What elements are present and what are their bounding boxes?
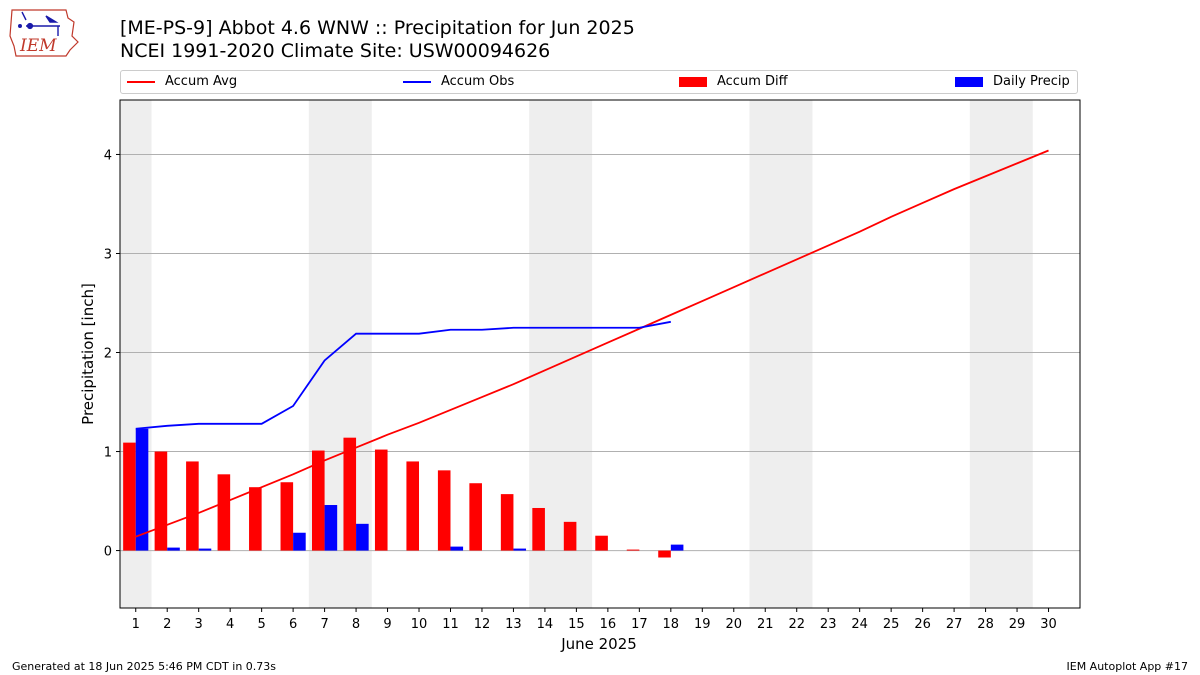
- xtick-label-16: 16: [600, 617, 617, 632]
- weekend-shade-3: [749, 100, 813, 608]
- xtick-label-12: 12: [474, 617, 491, 632]
- accum-diff-bar-2: [154, 451, 168, 551]
- accum-diff-bar-11: [437, 470, 451, 551]
- app-label: IEM Autoplot App #17: [1066, 660, 1189, 673]
- svg-text:IEM: IEM: [19, 36, 57, 56]
- legend-swatch-accum-diff: [679, 76, 707, 87]
- daily-precip-bar-13: [513, 548, 527, 551]
- accum-diff-bar-6: [280, 482, 294, 551]
- xtick-label-13: 13: [505, 617, 522, 632]
- legend-swatch-accum-obs: [403, 80, 431, 83]
- ytick-label-3: 3: [104, 247, 112, 262]
- y-axis-label: Precipitation [inch]: [79, 283, 97, 425]
- accum-diff-bar-5: [249, 487, 262, 551]
- accum-diff-bar-12: [469, 483, 482, 551]
- xtick-label-7: 7: [320, 617, 328, 632]
- legend-accum-avg: Accum Avg: [127, 74, 237, 89]
- xtick-label-28: 28: [977, 617, 994, 632]
- xtick-label-27: 27: [946, 617, 963, 632]
- xtick-label-22: 22: [788, 617, 805, 632]
- legend-label-accum-diff: Accum Diff: [717, 74, 788, 89]
- xtick-label-6: 6: [289, 617, 297, 632]
- daily-precip-bar-6: [293, 532, 306, 551]
- y-gridlines: [120, 153, 1080, 552]
- chart-title: [ME-PS-9] Abbot 4.6 WNW :: Precipitation…: [120, 17, 635, 39]
- xtick-label-8: 8: [352, 617, 360, 632]
- xtick-label-24: 24: [851, 617, 868, 632]
- legend-accum-diff: Accum Diff: [679, 74, 788, 89]
- weekend-shade-1: [308, 100, 372, 608]
- xtick-label-21: 21: [757, 617, 774, 632]
- daily-precip-bar-7: [324, 505, 338, 551]
- legend-label-daily-precip: Daily Precip: [993, 74, 1070, 89]
- accum-diff-bar-16: [595, 535, 608, 551]
- accum-diff-bar-10: [406, 461, 420, 551]
- y-axis-ticks: 0 1 2 3 4: [104, 148, 120, 560]
- xtick-label-26: 26: [914, 617, 931, 632]
- ytick-label-4: 4: [104, 148, 112, 163]
- daily-precip-bar-3: [198, 548, 212, 551]
- xtick-label-19: 19: [694, 617, 711, 632]
- accum-diff-bar-17: [626, 549, 640, 551]
- legend-daily-precip: Daily Precip: [955, 74, 1070, 89]
- ytick-label-0: 0: [104, 545, 112, 560]
- plot-frame: [119, 99, 1081, 609]
- generated-timestamp: Generated at 18 Jun 2025 5:46 PM CDT in …: [12, 660, 277, 673]
- ytick-label-2: 2: [104, 347, 112, 362]
- xtick-label-14: 14: [537, 617, 554, 632]
- bars: [123, 428, 684, 558]
- xtick-label-5: 5: [257, 617, 265, 632]
- xtick-label-30: 30: [1040, 617, 1057, 632]
- xtick-label-10: 10: [411, 617, 428, 632]
- weekend-shade-2: [529, 100, 593, 608]
- x-axis-ticks: 1 2 3 4 5 6 7 8 9 10 11 12 13 14 15 16 17 18 19 20 21 22 23 24 2…: [132, 608, 1057, 632]
- accum-diff-bar-18: [658, 550, 671, 558]
- xtick-label-18: 18: [663, 617, 680, 632]
- xtick-label-23: 23: [820, 617, 837, 632]
- legend-swatch-accum-avg: [127, 80, 155, 83]
- accum-avg-line: [135, 149, 1049, 538]
- chart-legend: Accum Avg Accum Obs Accum Diff Daily Pre…: [120, 70, 1078, 94]
- xtick-label-20: 20: [725, 617, 742, 632]
- accum-diff-bar-8: [343, 437, 357, 551]
- accum-diff-bar-14: [532, 507, 545, 551]
- lines: [135, 149, 1049, 538]
- accum-diff-bar-4: [217, 474, 231, 551]
- accum-diff-bar-1: [123, 442, 136, 551]
- xtick-label-29: 29: [1009, 617, 1026, 632]
- xtick-label-17: 17: [631, 617, 648, 632]
- accum-diff-bar-13: [500, 494, 514, 551]
- legend-label-accum-avg: Accum Avg: [165, 74, 238, 89]
- accum-diff-bar-3: [186, 461, 199, 551]
- daily-precip-bar-11: [450, 546, 464, 551]
- chart-subtitle: NCEI 1991-2020 Climate Site: USW00094626: [120, 40, 551, 62]
- xtick-label-15: 15: [568, 617, 585, 632]
- daily-precip-bar-1: [135, 428, 149, 551]
- xtick-label-3: 3: [195, 617, 203, 632]
- daily-precip-bar-2: [167, 547, 180, 551]
- accum-diff-bar-9: [374, 449, 388, 551]
- x-axis-label: June 2025: [560, 635, 637, 653]
- xtick-label-1: 1: [132, 617, 140, 632]
- weekend-shade-0: [120, 100, 152, 608]
- accum-diff-bar-15: [563, 521, 577, 551]
- iem-logo: IEM: [9, 9, 79, 57]
- xtick-label-9: 9: [383, 617, 391, 632]
- xtick-label-4: 4: [226, 617, 234, 632]
- legend-label-accum-obs: Accum Obs: [441, 74, 515, 89]
- weekend-shade-4: [969, 100, 1033, 608]
- weekend-shading: [120, 100, 1033, 608]
- daily-precip-bar-18: [670, 544, 684, 551]
- xtick-label-25: 25: [883, 617, 900, 632]
- legend-accum-obs: Accum Obs: [403, 74, 514, 89]
- daily-precip-bar-8: [356, 523, 369, 551]
- accum-obs-line: [135, 320, 671, 430]
- xtick-label-11: 11: [442, 617, 459, 632]
- ytick-label-1: 1: [104, 446, 112, 461]
- xtick-label-2: 2: [163, 617, 171, 632]
- legend-swatch-daily-precip: [955, 76, 983, 87]
- accum-diff-bar-7: [312, 450, 325, 551]
